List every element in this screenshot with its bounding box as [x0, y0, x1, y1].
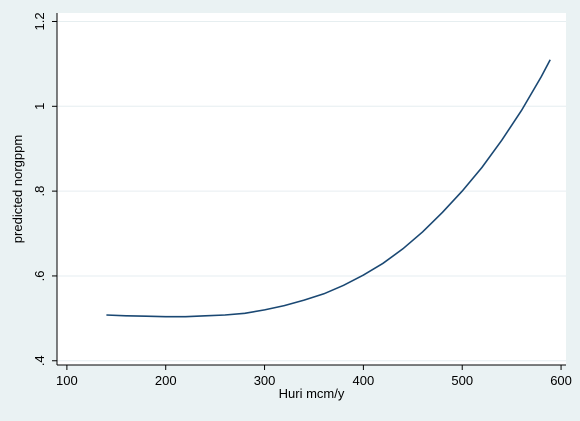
y-tick-label: .6 [32, 271, 47, 282]
x-tick-label: 300 [254, 373, 276, 388]
series-line [106, 59, 551, 318]
x-tick-label: 200 [155, 373, 177, 388]
x-tick-label: 400 [353, 373, 375, 388]
x-tick-label: 100 [56, 373, 78, 388]
x-axis-label: Huri mcm/y [279, 386, 345, 401]
plot-area [57, 13, 566, 365]
y-axis-label: predicted norgppm [10, 135, 25, 243]
y-ticks: .4 .6 .8 1 1.2 [32, 12, 57, 366]
x-tick-label: 500 [451, 373, 473, 388]
grid-lines [57, 20, 566, 362]
y-tick-label: 1 [32, 103, 47, 110]
y-tick-label: .8 [32, 186, 47, 197]
x-tick-label: 600 [550, 373, 572, 388]
x-ticks: 100 200 300 400 500 600 [56, 365, 572, 388]
y-tick-label: .4 [32, 355, 47, 366]
y-tick-label: 1.2 [32, 12, 47, 30]
